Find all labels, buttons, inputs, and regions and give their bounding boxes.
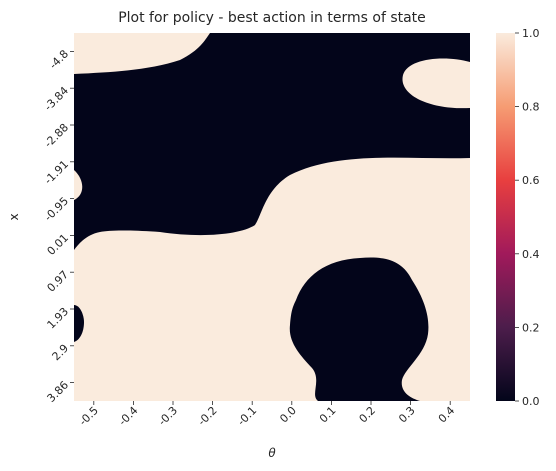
x-tick-label: 0.0	[277, 404, 299, 426]
heatmap-region-lower-dark-blob	[289, 257, 429, 401]
colorbar-tick-label: 0.8	[522, 101, 540, 114]
x-tick-label: -0.5	[77, 404, 101, 428]
x-tick-label: 0.4	[436, 404, 458, 426]
x-tick-label: -0.4	[116, 404, 140, 428]
colorbar-tick-label: 0.6	[522, 174, 540, 187]
x-tick-label: 0.1	[317, 404, 339, 426]
heatmap-region-main-dark	[74, 33, 470, 250]
heatmap-plot-area	[74, 33, 470, 401]
x-tick-label: 0.2	[357, 404, 379, 426]
y-tick-label: -3.84	[42, 84, 71, 113]
x-tick-label: -0.1	[235, 404, 259, 428]
x-tick-label: -0.2	[195, 404, 219, 428]
y-axis-ticks: -4.8 -3.84 -2.88 -1.91 -0.95 0.01 0.97 1.93 2.9 3…	[42, 47, 74, 405]
y-tick-label: -1.91	[42, 158, 71, 187]
y-tick-label: 1.93	[45, 305, 72, 332]
colorbar	[496, 33, 515, 401]
chart-title: Plot for policy - best action in terms o…	[118, 10, 426, 26]
y-tick-label: 0.01	[45, 231, 72, 258]
y-tick-label: 3.86	[45, 379, 72, 406]
x-tick-label: 0.3	[396, 404, 418, 426]
heatmap-region-left-notch	[74, 305, 84, 342]
y-tick-label: 2.9	[50, 342, 72, 364]
colorbar-tick-label: 0.2	[522, 321, 540, 334]
y-axis-title: x	[7, 213, 21, 220]
x-tick-label: -0.3	[156, 404, 180, 428]
y-tick-label: -2.88	[42, 121, 71, 150]
colorbar-tick-label: 1.0	[522, 27, 540, 40]
colorbar-ticks: 0.0 0.2 0.4 0.6 0.8 1.0	[515, 27, 540, 408]
y-tick-label: -0.95	[42, 195, 71, 224]
x-axis-title: θ	[268, 446, 276, 460]
colorbar-tick-label: 0.4	[522, 248, 540, 261]
colorbar-tick-label: 0.0	[522, 395, 540, 408]
y-tick-label: 0.97	[45, 268, 72, 295]
x-axis-ticks: -0.5 -0.4 -0.3 -0.2 -0.1 0.0 0.1 0.2 0.3 0.4	[77, 401, 458, 428]
y-tick-label: -4.8	[47, 47, 71, 71]
